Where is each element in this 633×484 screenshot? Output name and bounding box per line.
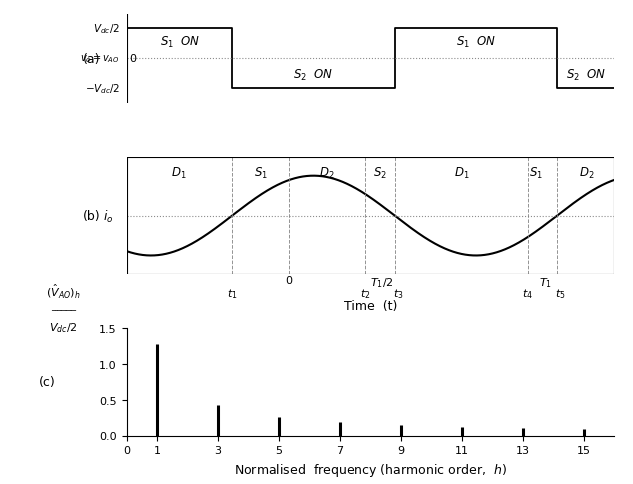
Text: $t_4$: $t_4$ [522,287,534,301]
Text: $S_1$: $S_1$ [529,166,543,181]
Text: $-V_{dc}/2$: $-V_{dc}/2$ [85,82,120,96]
Text: $D_1$: $D_1$ [453,166,469,181]
Text: $S_2$: $S_2$ [373,166,387,181]
Text: Time  (t): Time (t) [344,299,397,312]
Text: (b): (b) [83,210,101,223]
Text: $t_3$: $t_3$ [392,287,403,301]
Text: (c): (c) [39,376,56,389]
X-axis label: Normalised  frequency (harmonic order,  $h$): Normalised frequency (harmonic order, $h… [234,461,506,478]
Text: $(\hat{V}_{AO})_h$: $(\hat{V}_{AO})_h$ [46,282,80,300]
Text: $t_2$: $t_2$ [360,287,371,301]
Text: $S_1$  ON: $S_1$ ON [160,35,200,50]
Text: $D_2$: $D_2$ [318,166,334,181]
Text: $T_1$: $T_1$ [539,276,552,289]
Text: 0: 0 [123,54,137,64]
Text: $T_1/2$: $T_1/2$ [370,276,393,289]
Text: $V_{dc}/2$: $V_{dc}/2$ [94,23,120,36]
Text: $S_1$: $S_1$ [254,166,268,181]
Text: $t_5$: $t_5$ [555,287,566,301]
Text: ─────: ───── [51,304,76,314]
Text: $V_{dc}/2$: $V_{dc}/2$ [49,321,77,334]
Text: (a): (a) [83,53,100,66]
Text: $D_1$: $D_1$ [171,166,186,181]
Text: $i_o$: $i_o$ [103,208,113,224]
Text: $t_1$: $t_1$ [227,287,237,301]
Text: $S_1$  ON: $S_1$ ON [456,35,496,50]
Text: 0: 0 [285,276,292,286]
Text: $v_o{=}v_{AO}$: $v_o{=}v_{AO}$ [80,53,120,65]
Text: $S_2$  ON: $S_2$ ON [567,68,606,83]
Text: $D_2$: $D_2$ [579,166,594,181]
Text: $S_2$  ON: $S_2$ ON [293,68,334,83]
